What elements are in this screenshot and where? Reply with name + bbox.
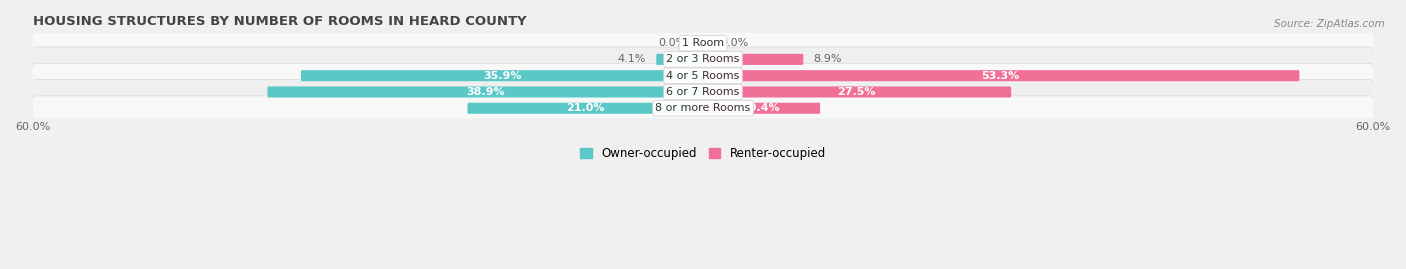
Text: 2 or 3 Rooms: 2 or 3 Rooms	[666, 54, 740, 64]
FancyBboxPatch shape	[32, 96, 1374, 121]
Text: 38.9%: 38.9%	[467, 87, 505, 97]
FancyBboxPatch shape	[702, 54, 803, 65]
Text: 8 or more Rooms: 8 or more Rooms	[655, 103, 751, 113]
Text: 8.9%: 8.9%	[814, 54, 842, 64]
FancyBboxPatch shape	[32, 47, 1374, 72]
Legend: Owner-occupied, Renter-occupied: Owner-occupied, Renter-occupied	[575, 142, 831, 165]
FancyBboxPatch shape	[467, 103, 704, 114]
Text: 1 Room: 1 Room	[682, 38, 724, 48]
Text: 21.0%: 21.0%	[567, 103, 605, 113]
Text: 35.9%: 35.9%	[484, 71, 522, 81]
Text: 27.5%: 27.5%	[838, 87, 876, 97]
FancyBboxPatch shape	[657, 54, 704, 65]
Text: Source: ZipAtlas.com: Source: ZipAtlas.com	[1274, 19, 1385, 29]
FancyBboxPatch shape	[32, 63, 1374, 88]
FancyBboxPatch shape	[267, 86, 704, 97]
Text: 53.3%: 53.3%	[981, 71, 1019, 81]
Text: HOUSING STRUCTURES BY NUMBER OF ROOMS IN HEARD COUNTY: HOUSING STRUCTURES BY NUMBER OF ROOMS IN…	[32, 15, 526, 28]
Text: 4 or 5 Rooms: 4 or 5 Rooms	[666, 71, 740, 81]
FancyBboxPatch shape	[301, 70, 704, 81]
Text: 0.0%: 0.0%	[720, 38, 748, 48]
FancyBboxPatch shape	[702, 86, 1011, 97]
FancyBboxPatch shape	[702, 70, 1299, 81]
FancyBboxPatch shape	[32, 31, 1374, 55]
Text: 6 or 7 Rooms: 6 or 7 Rooms	[666, 87, 740, 97]
FancyBboxPatch shape	[702, 103, 820, 114]
Text: 4.1%: 4.1%	[617, 54, 645, 64]
FancyBboxPatch shape	[32, 80, 1374, 104]
Text: 0.0%: 0.0%	[658, 38, 686, 48]
Text: 10.4%: 10.4%	[742, 103, 780, 113]
